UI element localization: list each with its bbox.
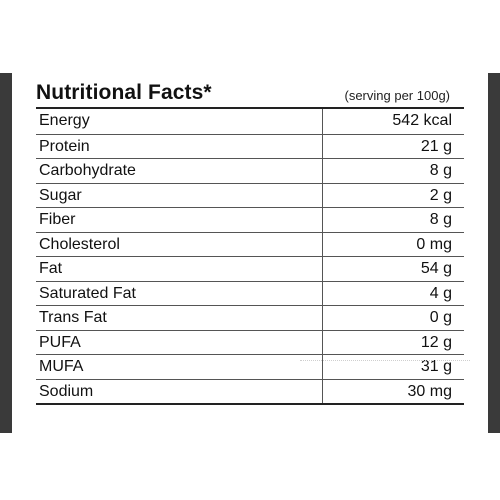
table-row: MUFA 31 g <box>36 354 464 379</box>
nutrient-value: 2 g <box>429 186 452 204</box>
table-row: PUFA 12 g <box>36 329 464 354</box>
label-title: Nutritional Facts* <box>36 81 212 104</box>
table-row: Trans Fat 0 g <box>36 305 464 330</box>
table-row: Sugar 2 g <box>36 182 464 207</box>
nutrient-value: 0 g <box>429 309 452 326</box>
label-header: Nutritional Facts* (serving per 100g) <box>12 73 488 107</box>
serving-size: (serving per 100g) <box>344 88 451 103</box>
nutrition-panel: Nutritional Facts* (serving per 100g) En… <box>12 73 488 433</box>
nutrient-name: Saturated Fat <box>36 281 323 305</box>
nutrient-value: 8 g <box>429 162 452 179</box>
nutrient-value: 21 g <box>420 137 452 155</box>
nutrient-value: 12 g <box>420 333 452 351</box>
nutrient-name: Sodium <box>36 379 323 403</box>
table-row: Sodium 30 mg <box>36 378 464 403</box>
nutrient-value: 0 mg <box>416 235 452 253</box>
nutrient-value: 4 g <box>429 284 452 302</box>
table-row: Saturated Fat 4 g <box>36 280 464 305</box>
nutrient-name: Energy <box>36 109 323 134</box>
nutrient-value: 54 g <box>420 260 452 277</box>
nutrient-name: Sugar <box>36 183 323 207</box>
table-row: Fiber 8 g <box>36 207 464 232</box>
nutrient-name: Fat <box>36 257 323 281</box>
table-row: Energy 542 kcal <box>36 109 464 134</box>
table-row: Protein 21 g <box>36 133 464 158</box>
label-frame: Nutritional Facts* (serving per 100g) En… <box>0 73 500 433</box>
table-row: Fat 54 g <box>36 256 464 281</box>
nutrient-name: Cholesterol <box>36 232 323 256</box>
table-row: Cholesterol 0 mg <box>36 231 464 256</box>
nutrient-value: 8 g <box>429 211 452 228</box>
nutrient-name: Carbohydrate <box>36 159 323 183</box>
faint-divider <box>300 360 470 365</box>
nutrient-name: Fiber <box>36 208 323 232</box>
nutrient-value: 542 kcal <box>392 112 452 129</box>
nutrition-table: Energy 542 kcal Protein 21 g Carbohydrat… <box>36 107 464 405</box>
nutrient-name: MUFA <box>36 355 323 379</box>
nutrient-value: 30 mg <box>407 382 452 400</box>
nutrient-name: Protein <box>36 134 323 158</box>
nutrient-name: PUFA <box>36 330 323 354</box>
table-row: Carbohydrate 8 g <box>36 158 464 183</box>
nutrient-name: Trans Fat <box>36 306 323 330</box>
nutrient-value: 31 g <box>420 358 452 375</box>
